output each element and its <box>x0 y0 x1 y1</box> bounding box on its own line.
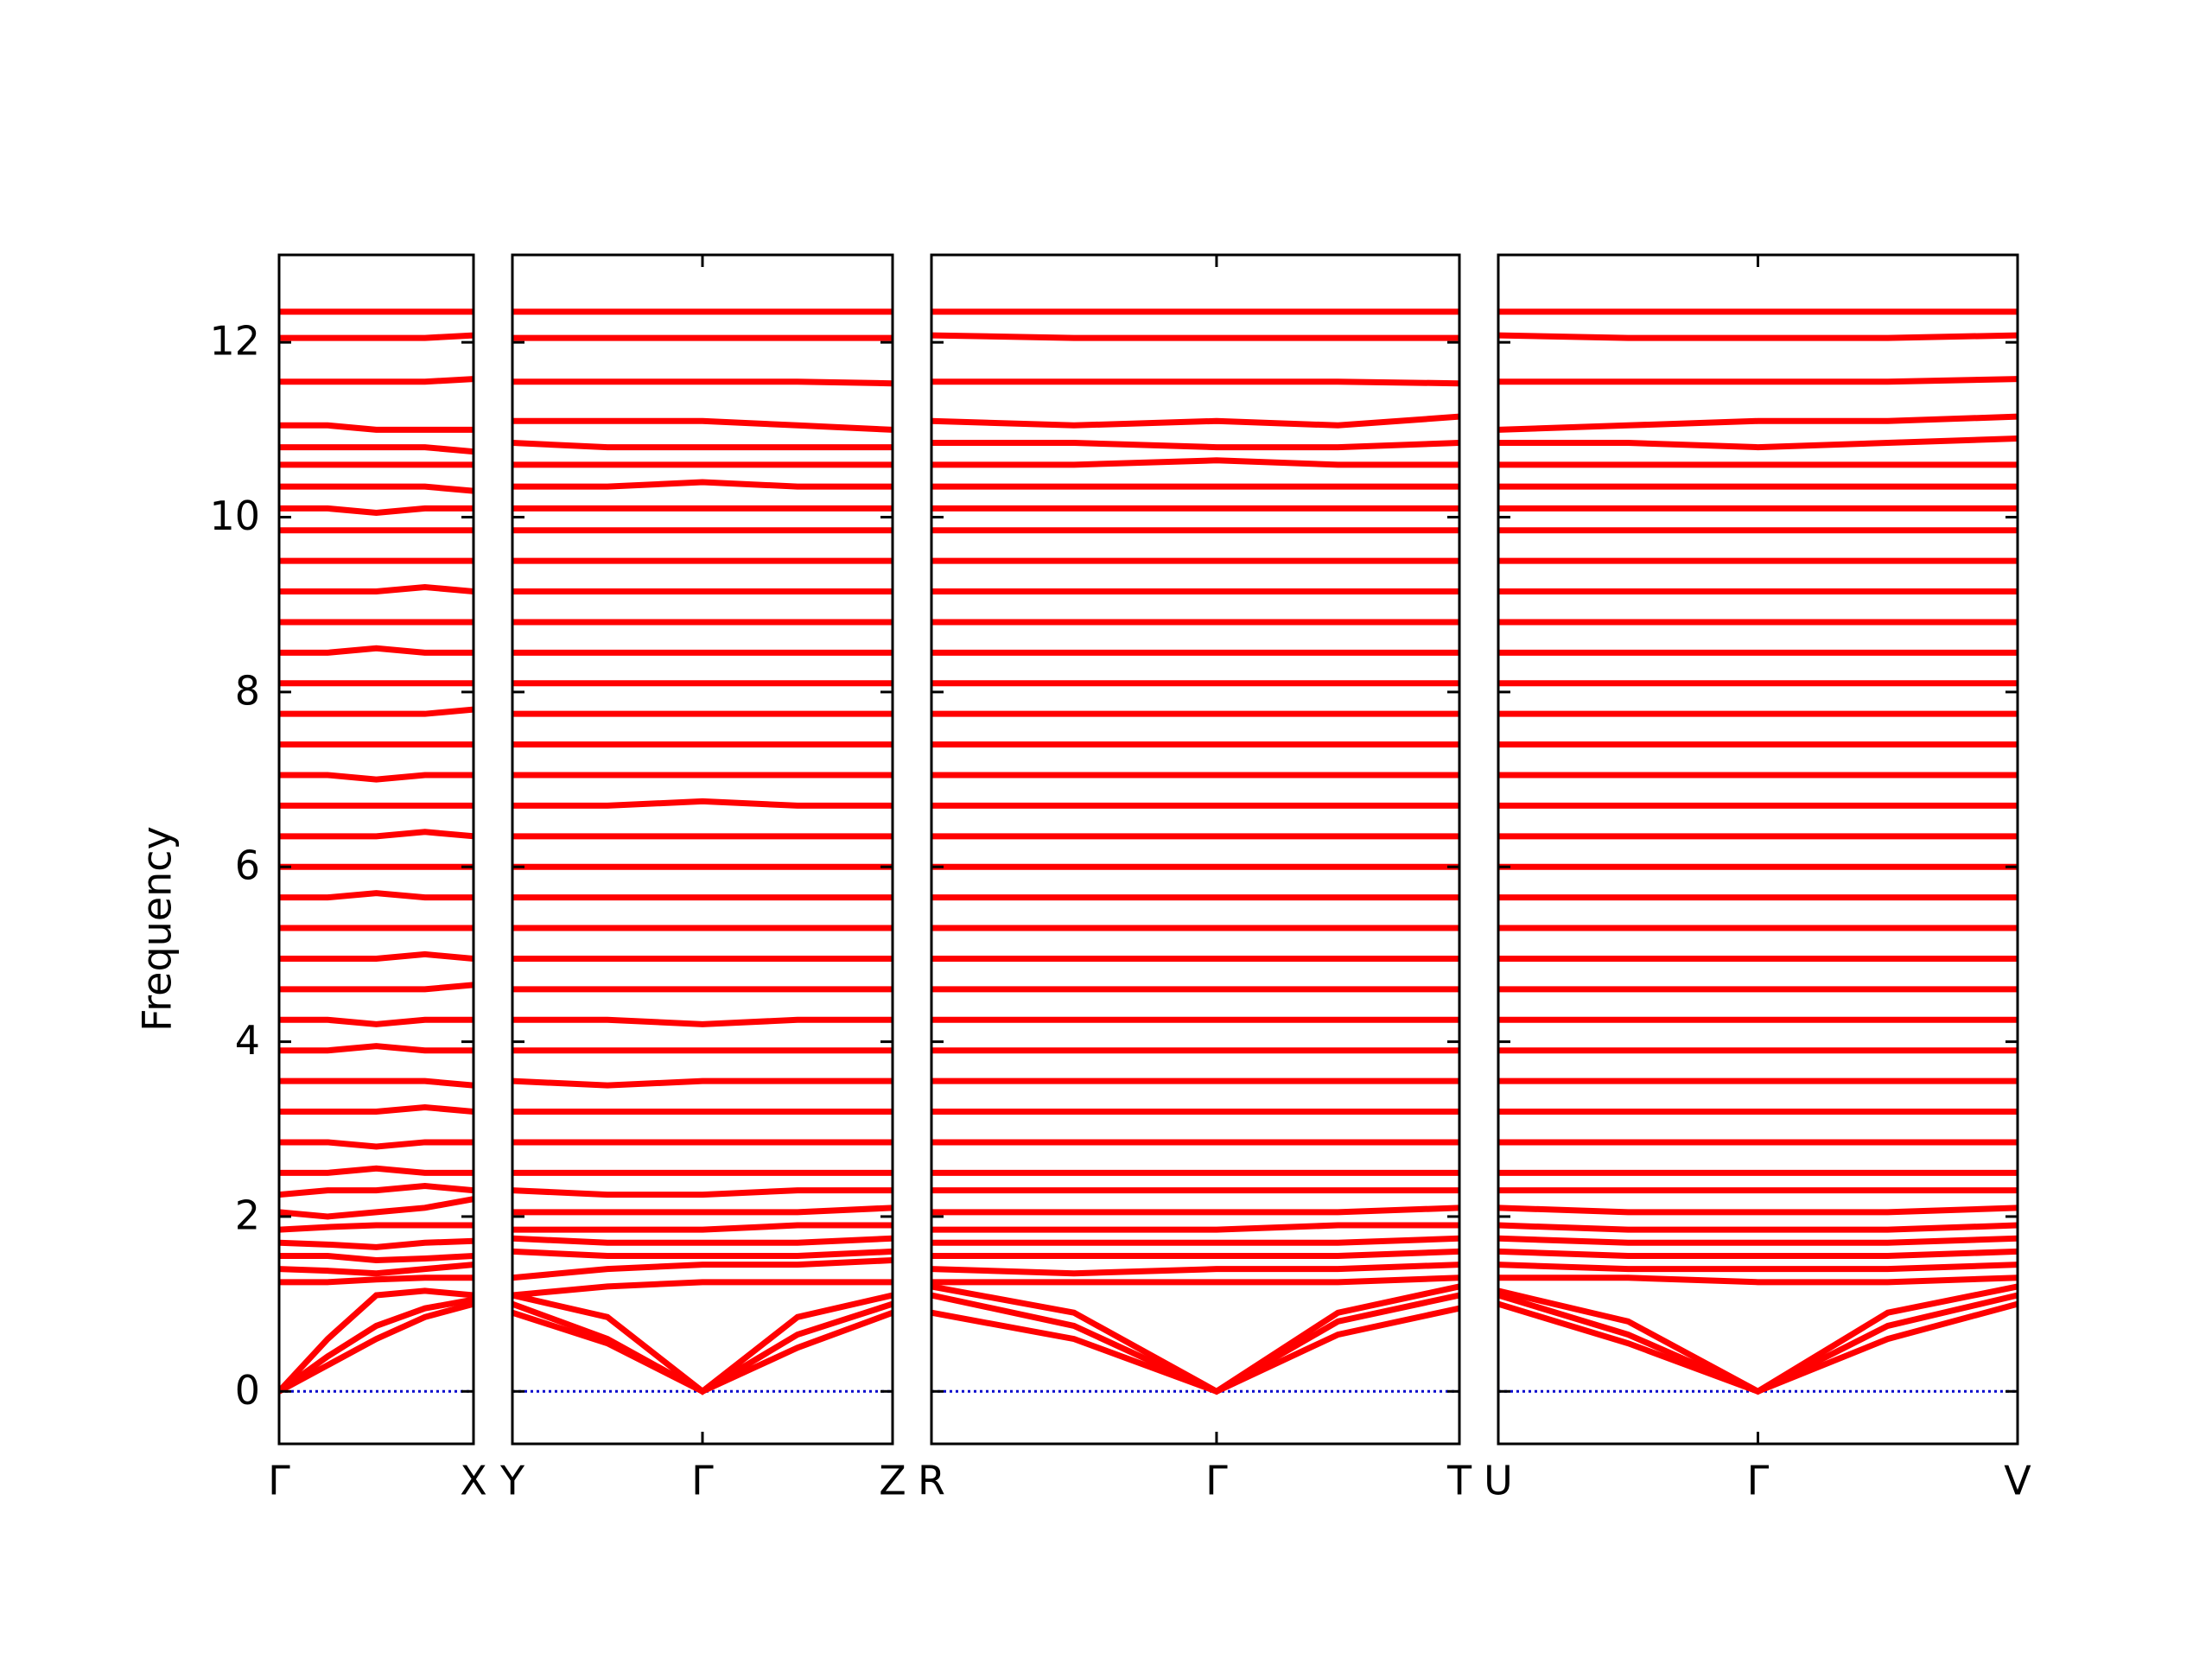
band-line <box>512 417 893 433</box>
band-line <box>931 1283 1459 1395</box>
band-line <box>1498 1235 2018 1246</box>
band-line <box>931 1248 1459 1259</box>
band-line <box>512 378 893 387</box>
band-line <box>512 1187 893 1198</box>
x-tick-label: Γ <box>1205 1458 1228 1504</box>
band-line <box>512 1257 893 1281</box>
y-tick-label: 12 <box>209 318 260 365</box>
band-line <box>279 1237 474 1250</box>
x-tick-label: Γ <box>1747 1458 1770 1504</box>
band-line <box>279 1300 474 1395</box>
band-line <box>279 1287 474 1394</box>
band-line <box>279 1165 474 1176</box>
y-tick-label: 0 <box>235 1367 260 1414</box>
band-line <box>931 1205 1459 1216</box>
band-line <box>512 1235 893 1246</box>
band-line <box>512 479 893 490</box>
band-line <box>279 1077 474 1089</box>
axes-frame <box>277 253 475 1446</box>
band-line <box>279 890 474 901</box>
axes-frame <box>930 253 1461 1446</box>
band-line <box>1498 1205 2018 1216</box>
band-line <box>279 1222 474 1233</box>
band-line <box>279 772 474 783</box>
band-line <box>279 376 474 385</box>
band-line <box>931 440 1459 451</box>
axes-frame <box>1497 253 2019 1446</box>
y-tick-label: 4 <box>235 1017 260 1064</box>
x-tick-label: T <box>1446 1458 1472 1504</box>
band-line <box>279 1139 474 1150</box>
band-line <box>279 1252 474 1264</box>
band-line <box>279 1183 474 1198</box>
band-line <box>279 1262 474 1277</box>
band-line <box>279 444 474 455</box>
band-line <box>931 1274 1459 1286</box>
band-line <box>1498 1274 2018 1286</box>
band-line <box>512 1279 893 1299</box>
band-line <box>279 1103 474 1116</box>
band-line <box>279 982 474 993</box>
band-line <box>931 1235 1459 1246</box>
band-line <box>512 1300 893 1395</box>
band-line <box>279 1196 474 1220</box>
band-line <box>1498 332 2018 341</box>
band-line <box>1498 435 2018 451</box>
y-tick-label: 10 <box>209 493 260 539</box>
band-line <box>279 1296 474 1395</box>
band-line <box>931 413 1459 429</box>
band-line <box>1498 1262 2018 1273</box>
axes-frame <box>511 253 894 1446</box>
band-line <box>512 798 893 809</box>
band-line <box>1498 1283 2018 1395</box>
band-line <box>512 1077 893 1089</box>
band-line <box>931 1262 1459 1277</box>
band-line <box>279 483 474 494</box>
y-tick-label: 2 <box>235 1192 260 1238</box>
band-line <box>1498 1248 2018 1259</box>
band-line <box>279 332 474 341</box>
x-tick-label: X <box>460 1458 487 1504</box>
x-tick-label: U <box>1484 1458 1513 1504</box>
x-tick-label: Z <box>879 1458 906 1504</box>
y-axis-label: Frequency <box>134 826 181 1032</box>
x-tick-label: Γ <box>268 1458 290 1504</box>
band-line <box>512 440 893 451</box>
band-line <box>279 505 474 516</box>
band-line <box>931 378 1459 387</box>
band-line <box>512 1016 893 1027</box>
band-line <box>512 1222 893 1233</box>
band-line <box>279 583 474 595</box>
y-tick-label: 6 <box>235 842 260 889</box>
band-line <box>931 1222 1459 1233</box>
band-line <box>931 457 1459 468</box>
band-line <box>279 645 474 656</box>
band-line <box>512 1292 893 1395</box>
band-line <box>279 950 474 962</box>
band-line <box>279 422 474 433</box>
x-tick-label: Γ <box>691 1458 714 1504</box>
band-line <box>279 1274 474 1286</box>
band-line <box>1498 413 2018 433</box>
band-line <box>279 1043 474 1054</box>
band-line <box>279 829 474 840</box>
band-line <box>279 706 474 717</box>
x-tick-label: Y <box>499 1458 525 1504</box>
x-tick-label: V <box>2004 1458 2031 1504</box>
band-line <box>279 1016 474 1027</box>
band-line <box>512 1205 893 1216</box>
y-tick-label: 8 <box>235 667 260 714</box>
band-line <box>1498 1222 2018 1233</box>
x-tick-label: R <box>918 1458 945 1504</box>
band-line <box>1498 376 2018 385</box>
band-line <box>931 332 1459 341</box>
band-line <box>512 1248 893 1259</box>
